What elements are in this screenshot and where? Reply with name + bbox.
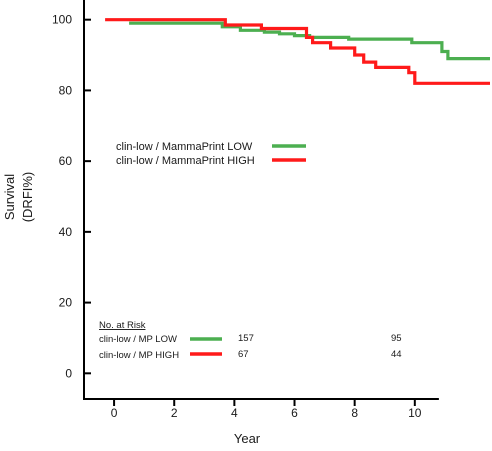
y-tick-label: 20 [59,296,73,310]
x-tick-label: 6 [291,406,298,420]
x-tick-label: 10 [408,406,422,420]
survival-curves [105,18,490,85]
risk-table: No. at Risk clin-low / MP LOW 157 95 cli… [99,320,402,361]
legend-label-mp-high: clin-low / MammaPrint HIGH [116,155,255,167]
y-ticks: 0 20 40 60 80 100 [52,13,91,380]
risk-value-mp-low-year4: 157 [238,333,254,344]
survival-curve-mp-low [129,21,490,61]
risk-value-mp-high-year10: 44 [391,349,402,360]
risk-row-label-mp-high: clin-low / MP HIGH [99,350,179,361]
y-tick-label: 0 [65,366,72,380]
legend: clin-low / MammaPrint LOW clin-low / Mam… [116,141,306,167]
risk-row-label-mp-low: clin-low / MP LOW [99,334,177,345]
x-tick-label: 4 [231,406,238,420]
x-tick-label: 8 [351,406,358,420]
axes [83,0,439,400]
x-axis-title: Year [234,431,261,446]
risk-value-mp-low-year10: 95 [391,333,402,344]
survival-curve-mp-high [105,18,490,85]
y-axis-title-line2: (DRFI%) [20,172,35,223]
y-axis-title-line1: Survival [2,174,17,220]
x-ticks: 0 2 4 6 8 10 [111,399,422,420]
risk-value-mp-high-year4: 67 [238,349,249,360]
legend-label-mp-low: clin-low / MammaPrint LOW [116,141,253,153]
x-tick-label: 0 [111,406,118,420]
y-tick-label: 60 [59,154,73,168]
y-tick-label: 100 [52,13,72,27]
y-tick-label: 80 [59,83,73,97]
x-tick-label: 2 [171,406,178,420]
y-tick-label: 40 [59,225,73,239]
risk-table-heading: No. at Risk [99,320,146,331]
